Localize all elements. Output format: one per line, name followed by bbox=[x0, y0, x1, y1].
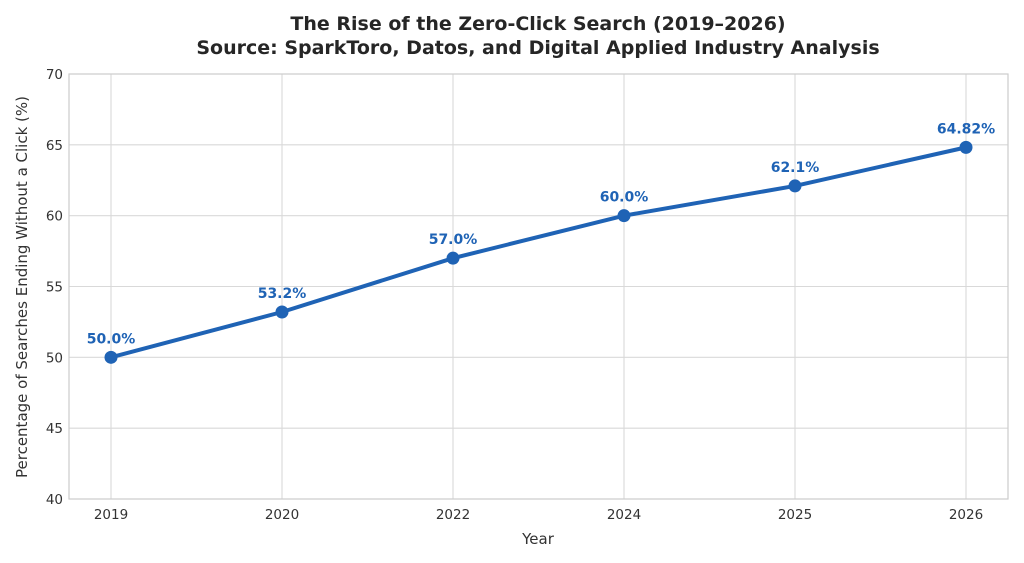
data-point bbox=[959, 140, 973, 154]
data-label: 60.0% bbox=[600, 190, 649, 206]
data-point bbox=[275, 305, 289, 319]
y-tick-label: 70 bbox=[46, 67, 63, 83]
chart-subtitle: Source: SparkToro, Datos, and Digital Ap… bbox=[196, 37, 879, 59]
x-tick-label: 2022 bbox=[436, 507, 470, 523]
data-point bbox=[788, 179, 802, 193]
plot-area-frame bbox=[68, 73, 1009, 500]
y-tick-label: 40 bbox=[46, 492, 63, 508]
data-label: 57.0% bbox=[429, 232, 478, 248]
data-label: 64.82% bbox=[937, 121, 995, 137]
x-axis-ticks: 2019 2020 2022 2024 2025 2026 bbox=[94, 507, 983, 523]
data-point bbox=[617, 209, 631, 223]
y-tick-label: 60 bbox=[46, 209, 63, 225]
y-tick-label: 45 bbox=[46, 421, 63, 437]
data-label: 50.0% bbox=[87, 331, 136, 347]
y-tick-label: 55 bbox=[46, 280, 63, 296]
data-point bbox=[446, 251, 460, 265]
grid bbox=[69, 73, 1008, 500]
y-axis-label: Percentage of Searches Ending Without a … bbox=[13, 96, 31, 478]
x-tick-label: 2025 bbox=[778, 507, 812, 523]
x-tick-label: 2019 bbox=[94, 507, 128, 523]
y-tick-label: 50 bbox=[46, 350, 63, 366]
y-tick-label: 65 bbox=[46, 138, 63, 154]
x-tick-label: 2026 bbox=[949, 507, 983, 523]
series-line bbox=[109, 145, 968, 360]
x-tick-label: 2020 bbox=[265, 507, 299, 523]
data-labels: 50.0% 53.2% 57.0% 60.0% 62.1% 64.82% bbox=[87, 121, 995, 347]
x-axis-label: Year bbox=[521, 530, 555, 548]
series bbox=[104, 140, 973, 364]
data-label: 53.2% bbox=[258, 286, 307, 302]
x-tick-label: 2024 bbox=[607, 507, 641, 523]
data-point bbox=[104, 350, 118, 364]
y-axis-ticks: 40 45 50 55 60 65 70 bbox=[46, 67, 63, 508]
data-label: 62.1% bbox=[771, 160, 820, 176]
chart-title: The Rise of the Zero-Click Search (2019–… bbox=[290, 13, 785, 35]
